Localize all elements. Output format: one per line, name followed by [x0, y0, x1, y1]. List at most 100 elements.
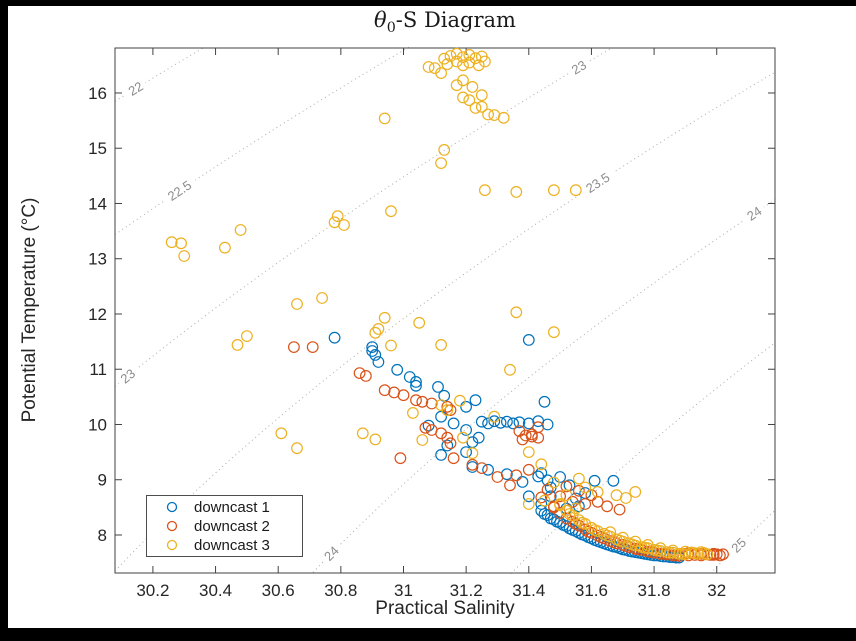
data-point [688, 547, 701, 560]
data-point [560, 480, 573, 493]
x-tick-label: 31.2 [450, 581, 483, 600]
isopycnal-line-22.5 [114, 46, 411, 236]
data-point [579, 481, 592, 494]
data-point [566, 515, 579, 528]
data-point [538, 494, 551, 507]
legend-item-downcast-3: downcast 3 [147, 536, 302, 554]
data-point [475, 462, 488, 475]
data-point [538, 395, 551, 408]
data-point [504, 479, 516, 492]
x-tick-label: 31.6 [575, 581, 608, 600]
data-point [588, 474, 601, 487]
isopycnal-line-24 [312, 199, 776, 573]
data-point [457, 59, 469, 72]
data-point [372, 356, 385, 368]
data-point [372, 323, 385, 335]
data-point [482, 463, 495, 476]
data-point [585, 489, 598, 502]
data-point [638, 541, 651, 554]
y-tick-label: 14 [88, 194, 107, 213]
data-point [613, 503, 626, 516]
data-point [501, 415, 513, 428]
svg-text:23: 23 [569, 57, 589, 77]
data-point [594, 531, 607, 544]
data-point [654, 547, 667, 560]
data-point [667, 549, 679, 562]
data-point [288, 341, 300, 354]
data-point [607, 474, 620, 487]
legend-label: downcast 2 [194, 517, 270, 535]
data-point [516, 433, 529, 446]
data-point [444, 404, 457, 417]
data-point [519, 429, 532, 442]
x-tick-label: 31.4 [512, 581, 545, 600]
data-point [651, 544, 664, 557]
y-tick-label: 13 [88, 250, 107, 269]
y-tick-label: 12 [88, 305, 107, 324]
data-point [435, 427, 448, 440]
title-text: -S Diagram [395, 8, 516, 32]
data-point [366, 341, 379, 354]
data-point [419, 421, 432, 434]
data-point [569, 518, 582, 530]
data-point [432, 381, 444, 393]
data-point [457, 431, 469, 444]
data-point [488, 410, 501, 423]
isopycnal-line-23 [114, 47, 613, 387]
data-point [435, 449, 448, 461]
data-point [444, 437, 457, 450]
data-point [234, 224, 247, 236]
data-point [356, 427, 369, 440]
data-point [629, 486, 642, 498]
data-point [435, 399, 448, 412]
isopycnal-line-24.5 [510, 342, 776, 575]
data-point [218, 241, 231, 254]
data-point [338, 219, 350, 231]
data-point [469, 101, 482, 114]
data-point [441, 439, 454, 452]
data-point [438, 52, 451, 65]
data-point [385, 205, 397, 218]
data-point [466, 80, 479, 93]
isopycnal-label-24: 24 [740, 200, 769, 227]
data-point [416, 434, 429, 446]
data-point [391, 363, 404, 376]
data-point [654, 542, 667, 555]
isopycnal-label-25: 25 [725, 531, 753, 559]
data-point [479, 184, 491, 197]
data-point [366, 345, 379, 357]
data-point [397, 389, 410, 402]
data-point [482, 108, 495, 121]
data-point [548, 513, 560, 526]
data-point [522, 498, 535, 510]
legend-label: downcast 3 [194, 536, 270, 554]
data-point [331, 210, 344, 223]
data-point [378, 384, 391, 397]
data-point [679, 545, 692, 558]
legend: downcast 1 downcast 2 downcast 3 [146, 495, 303, 557]
data-point [717, 548, 729, 561]
data-point [641, 539, 654, 551]
data-point [548, 326, 560, 339]
data-point [673, 547, 685, 560]
legend-item-downcast-2: downcast 2 [147, 517, 302, 535]
data-point [573, 514, 585, 526]
x-tick-label: 30.2 [136, 581, 169, 600]
data-point [522, 490, 535, 503]
data-point [291, 298, 303, 310]
data-point [175, 237, 188, 250]
data-point [548, 476, 560, 489]
data-point [460, 446, 473, 459]
legend-marker-downcast-3-icon [166, 539, 178, 551]
data-point [231, 339, 244, 351]
data-point [510, 306, 523, 319]
data-point [457, 74, 469, 87]
data-point [573, 484, 585, 497]
axes-box [114, 47, 776, 574]
data-point [513, 416, 526, 429]
data-point [410, 379, 422, 392]
data-point [165, 236, 178, 249]
data-point [579, 523, 592, 536]
data-point [560, 520, 573, 532]
data-point [554, 490, 566, 503]
